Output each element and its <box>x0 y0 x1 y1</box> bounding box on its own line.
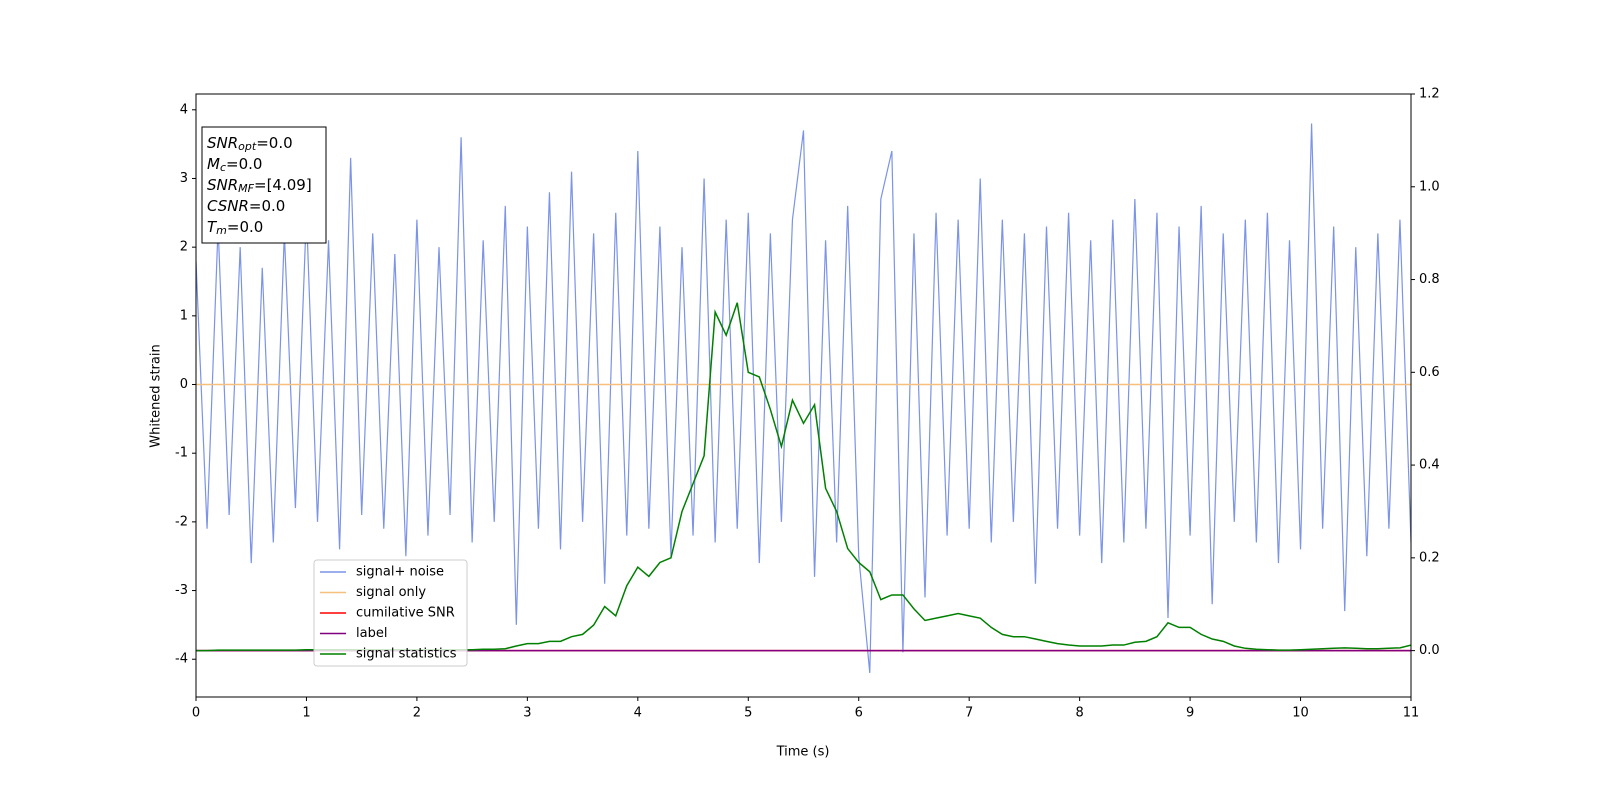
legend-label: signal only <box>356 585 426 600</box>
series-line <box>196 123 1411 674</box>
annotation-line: CSNR=0.0 <box>207 197 285 215</box>
legend-label: label <box>356 626 387 641</box>
annotation-sub: opt <box>238 140 257 153</box>
legend-label: cumilative SNR <box>356 606 455 621</box>
annotation-name: T <box>207 218 218 236</box>
x-tick-label: 10 <box>1292 706 1309 721</box>
x-tick-label: 1 <box>302 706 310 721</box>
annotation-line: Tm=0.0 <box>207 218 263 238</box>
annotation-name: M <box>207 155 220 173</box>
x-tick-label: 7 <box>965 706 973 721</box>
y2-tick-label: 0.0 <box>1419 643 1440 658</box>
legend-label: signal statistics <box>356 647 457 662</box>
annotation-name: CSNR <box>207 197 249 215</box>
x-tick-label: 6 <box>855 706 863 721</box>
y2-tick-label: 0.6 <box>1419 365 1440 380</box>
y-axis-label: Whitened strain <box>149 344 164 447</box>
annotation-value: =0.0 <box>256 134 292 152</box>
axes-frame <box>195 93 1412 698</box>
annotation-box <box>201 126 327 244</box>
x-tick-label: 11 <box>1403 706 1420 721</box>
y2-tick-label: 1.2 <box>1419 87 1440 102</box>
y-tick-label: 2 <box>180 240 188 255</box>
y-tick-label: 1 <box>180 308 188 323</box>
y-tick-label: -3 <box>175 583 188 598</box>
y-tick-label: 4 <box>180 102 188 117</box>
y-tick-label: -4 <box>175 652 188 667</box>
x-axis-label: Time (s) <box>776 745 830 760</box>
y-tick-label: 0 <box>180 377 188 392</box>
y2-tick-label: 0.8 <box>1419 272 1440 287</box>
x-tick-label: 2 <box>413 706 421 721</box>
y2-tick-label: 0.2 <box>1419 550 1440 565</box>
annotation-line: SNRMF=[4.09] <box>207 176 312 196</box>
y-tick-label: -1 <box>175 446 188 461</box>
x-tick-label: 3 <box>523 706 531 721</box>
x-tick-label: 4 <box>634 706 642 721</box>
x-tick-label: 8 <box>1075 706 1083 721</box>
y-tick-label: 3 <box>180 171 188 186</box>
legend-label: signal+ noise <box>356 565 444 580</box>
annotation-name: SNR <box>207 176 238 194</box>
annotation-sub: c <box>220 161 226 174</box>
x-tick-label: 9 <box>1186 706 1194 721</box>
y2-tick-label: 0.4 <box>1419 458 1440 473</box>
x-tick-label: 0 <box>192 706 200 721</box>
annotation-sub: MF <box>238 182 254 195</box>
x-tick-label: 5 <box>744 706 752 721</box>
y-tick-label: -2 <box>175 514 188 529</box>
annotation-value: =[4.09] <box>254 176 312 194</box>
annotation-name: SNR <box>207 134 238 152</box>
annotation-line: SNRopt=0.0 <box>207 134 293 154</box>
annotation-value: =0.0 <box>249 197 285 215</box>
y2-tick-label: 1.0 <box>1419 179 1440 194</box>
legend-box <box>313 559 468 667</box>
annotation-value: =0.0 <box>226 155 262 173</box>
annotation-line: Mc=0.0 <box>207 155 262 175</box>
annotation-sub: m <box>216 224 227 237</box>
annotation-value: =0.0 <box>227 218 263 236</box>
